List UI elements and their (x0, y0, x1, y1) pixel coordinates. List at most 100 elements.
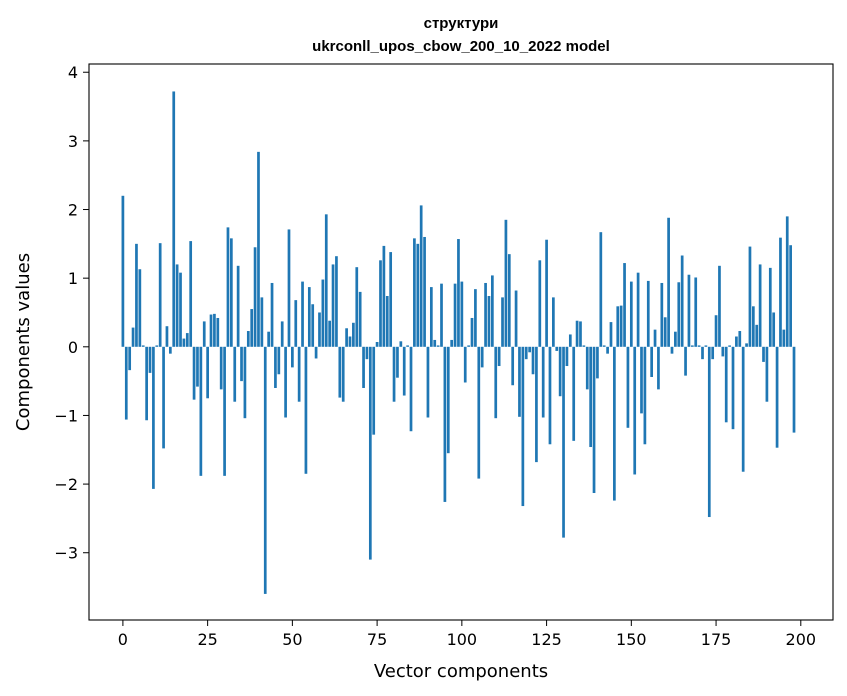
bar (555, 346, 559, 351)
x-tick-label: 0 (118, 630, 128, 649)
y-axis-label: Components values (13, 253, 34, 431)
bar (602, 345, 606, 347)
bar (307, 287, 311, 347)
y-tick-label: −2 (54, 475, 78, 494)
bar (609, 322, 613, 347)
bar (768, 267, 772, 347)
bar (616, 306, 620, 347)
bar (352, 322, 355, 347)
bar (623, 263, 626, 347)
bar (321, 279, 325, 347)
bar (467, 345, 470, 347)
bar (521, 346, 525, 507)
bar (263, 346, 267, 594)
x-tick-label: 100 (447, 630, 478, 649)
x-tick-label: 175 (701, 630, 732, 649)
bar (165, 326, 169, 347)
y-tick-label: 1 (68, 269, 78, 288)
bar (572, 346, 576, 441)
bar (409, 346, 413, 432)
bar (291, 346, 294, 368)
bar (345, 328, 348, 347)
bar (423, 236, 426, 347)
bar (226, 227, 230, 347)
bar (613, 346, 616, 501)
bar (687, 274, 691, 347)
bar (196, 346, 199, 387)
bar (626, 346, 630, 428)
bar (338, 346, 342, 398)
bar (162, 346, 165, 449)
chart-title-line2: ukrconll_upos_cbow_200_10_2022 model (312, 38, 610, 55)
bar (779, 237, 782, 347)
bar (314, 346, 318, 359)
bar (348, 336, 352, 347)
bar (413, 238, 416, 347)
bar (514, 290, 518, 347)
bar (636, 272, 640, 347)
bar (792, 346, 796, 433)
bar (341, 346, 345, 402)
bar (175, 264, 179, 347)
bar (209, 314, 213, 347)
bar (524, 346, 528, 360)
bar (552, 297, 555, 347)
bar (789, 245, 792, 347)
bar (219, 346, 223, 390)
bar (389, 252, 393, 347)
bar (650, 346, 654, 377)
bar (646, 280, 650, 347)
bar (233, 346, 237, 402)
bar (141, 345, 145, 347)
bar (657, 346, 660, 390)
bar (230, 238, 233, 347)
bar (199, 346, 203, 476)
bar (504, 219, 508, 347)
bar (155, 345, 159, 347)
bar (694, 277, 698, 347)
x-tick-label: 50 (282, 630, 302, 649)
bar (596, 346, 599, 379)
bar (443, 346, 447, 502)
bar (629, 281, 633, 347)
bar (324, 214, 328, 347)
bar (202, 321, 206, 347)
bar (267, 331, 270, 347)
bar (748, 246, 752, 347)
bar (667, 217, 670, 347)
bar (721, 346, 725, 357)
bar (531, 346, 535, 375)
x-axis-label: Vector components (374, 661, 548, 682)
y-tick-label: 0 (68, 338, 78, 357)
bar (128, 346, 132, 371)
bar (311, 304, 315, 347)
bar (358, 291, 362, 347)
bar (718, 265, 721, 347)
bar (538, 260, 542, 347)
bar (158, 243, 162, 347)
bar (497, 346, 501, 367)
x-tick-label: 200 (786, 630, 817, 649)
bar (131, 327, 135, 347)
bar (236, 265, 240, 347)
bar (480, 346, 484, 368)
chart-title-line1: структури (424, 15, 499, 32)
y-tick-label: −1 (54, 406, 78, 425)
bar (579, 321, 582, 347)
bar (436, 345, 440, 347)
bar (185, 333, 189, 347)
bar (280, 321, 284, 347)
x-tick-label: 75 (367, 630, 387, 649)
bar (365, 346, 369, 360)
bar (518, 346, 521, 417)
bar (457, 239, 460, 347)
bar (707, 346, 711, 518)
bar (738, 331, 742, 347)
bar (284, 346, 287, 418)
bar (368, 346, 372, 560)
bar (216, 317, 220, 347)
bar (270, 282, 274, 347)
bar (690, 345, 694, 347)
bar (172, 91, 176, 347)
